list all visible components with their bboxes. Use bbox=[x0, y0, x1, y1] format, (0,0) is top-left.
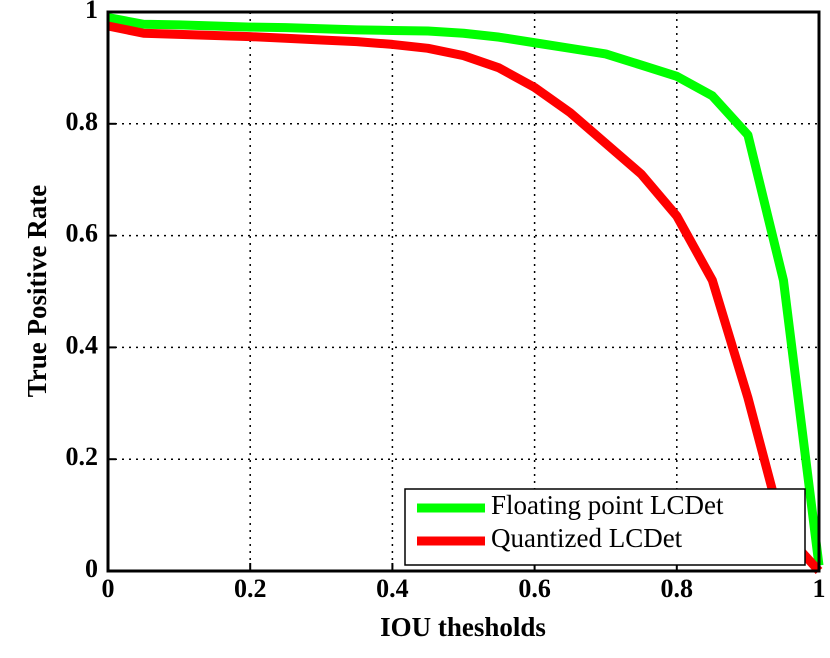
x-tick-label: 0.4 bbox=[376, 574, 409, 603]
legend-box bbox=[404, 488, 806, 566]
x-tick-label: 0.2 bbox=[234, 574, 267, 603]
data-line bbox=[107, 21, 823, 575]
y-axis-label: True Positive Rate bbox=[22, 185, 52, 397]
y-tick-label: 1 bbox=[85, 0, 98, 24]
x-tick-label: 0.8 bbox=[661, 574, 694, 603]
x-axis-label: IOU thesholds bbox=[380, 612, 546, 642]
x-tick-label: 0 bbox=[102, 574, 115, 603]
y-tick-label: 0.8 bbox=[66, 107, 99, 136]
y-tick-label: 0.2 bbox=[66, 442, 99, 471]
data-line bbox=[107, 13, 824, 566]
y-tick-label: 0 bbox=[85, 554, 98, 583]
y-tick-label: 0.6 bbox=[66, 219, 99, 248]
legend-label: Quantized LCDet bbox=[491, 523, 683, 553]
x-tick-label: 0.6 bbox=[518, 574, 551, 603]
legend-label: Floating point LCDet bbox=[491, 490, 724, 520]
x-tick-label: 1 bbox=[813, 574, 826, 603]
y-tick-label: 0.4 bbox=[66, 330, 99, 359]
plot-frame bbox=[106, 10, 821, 573]
